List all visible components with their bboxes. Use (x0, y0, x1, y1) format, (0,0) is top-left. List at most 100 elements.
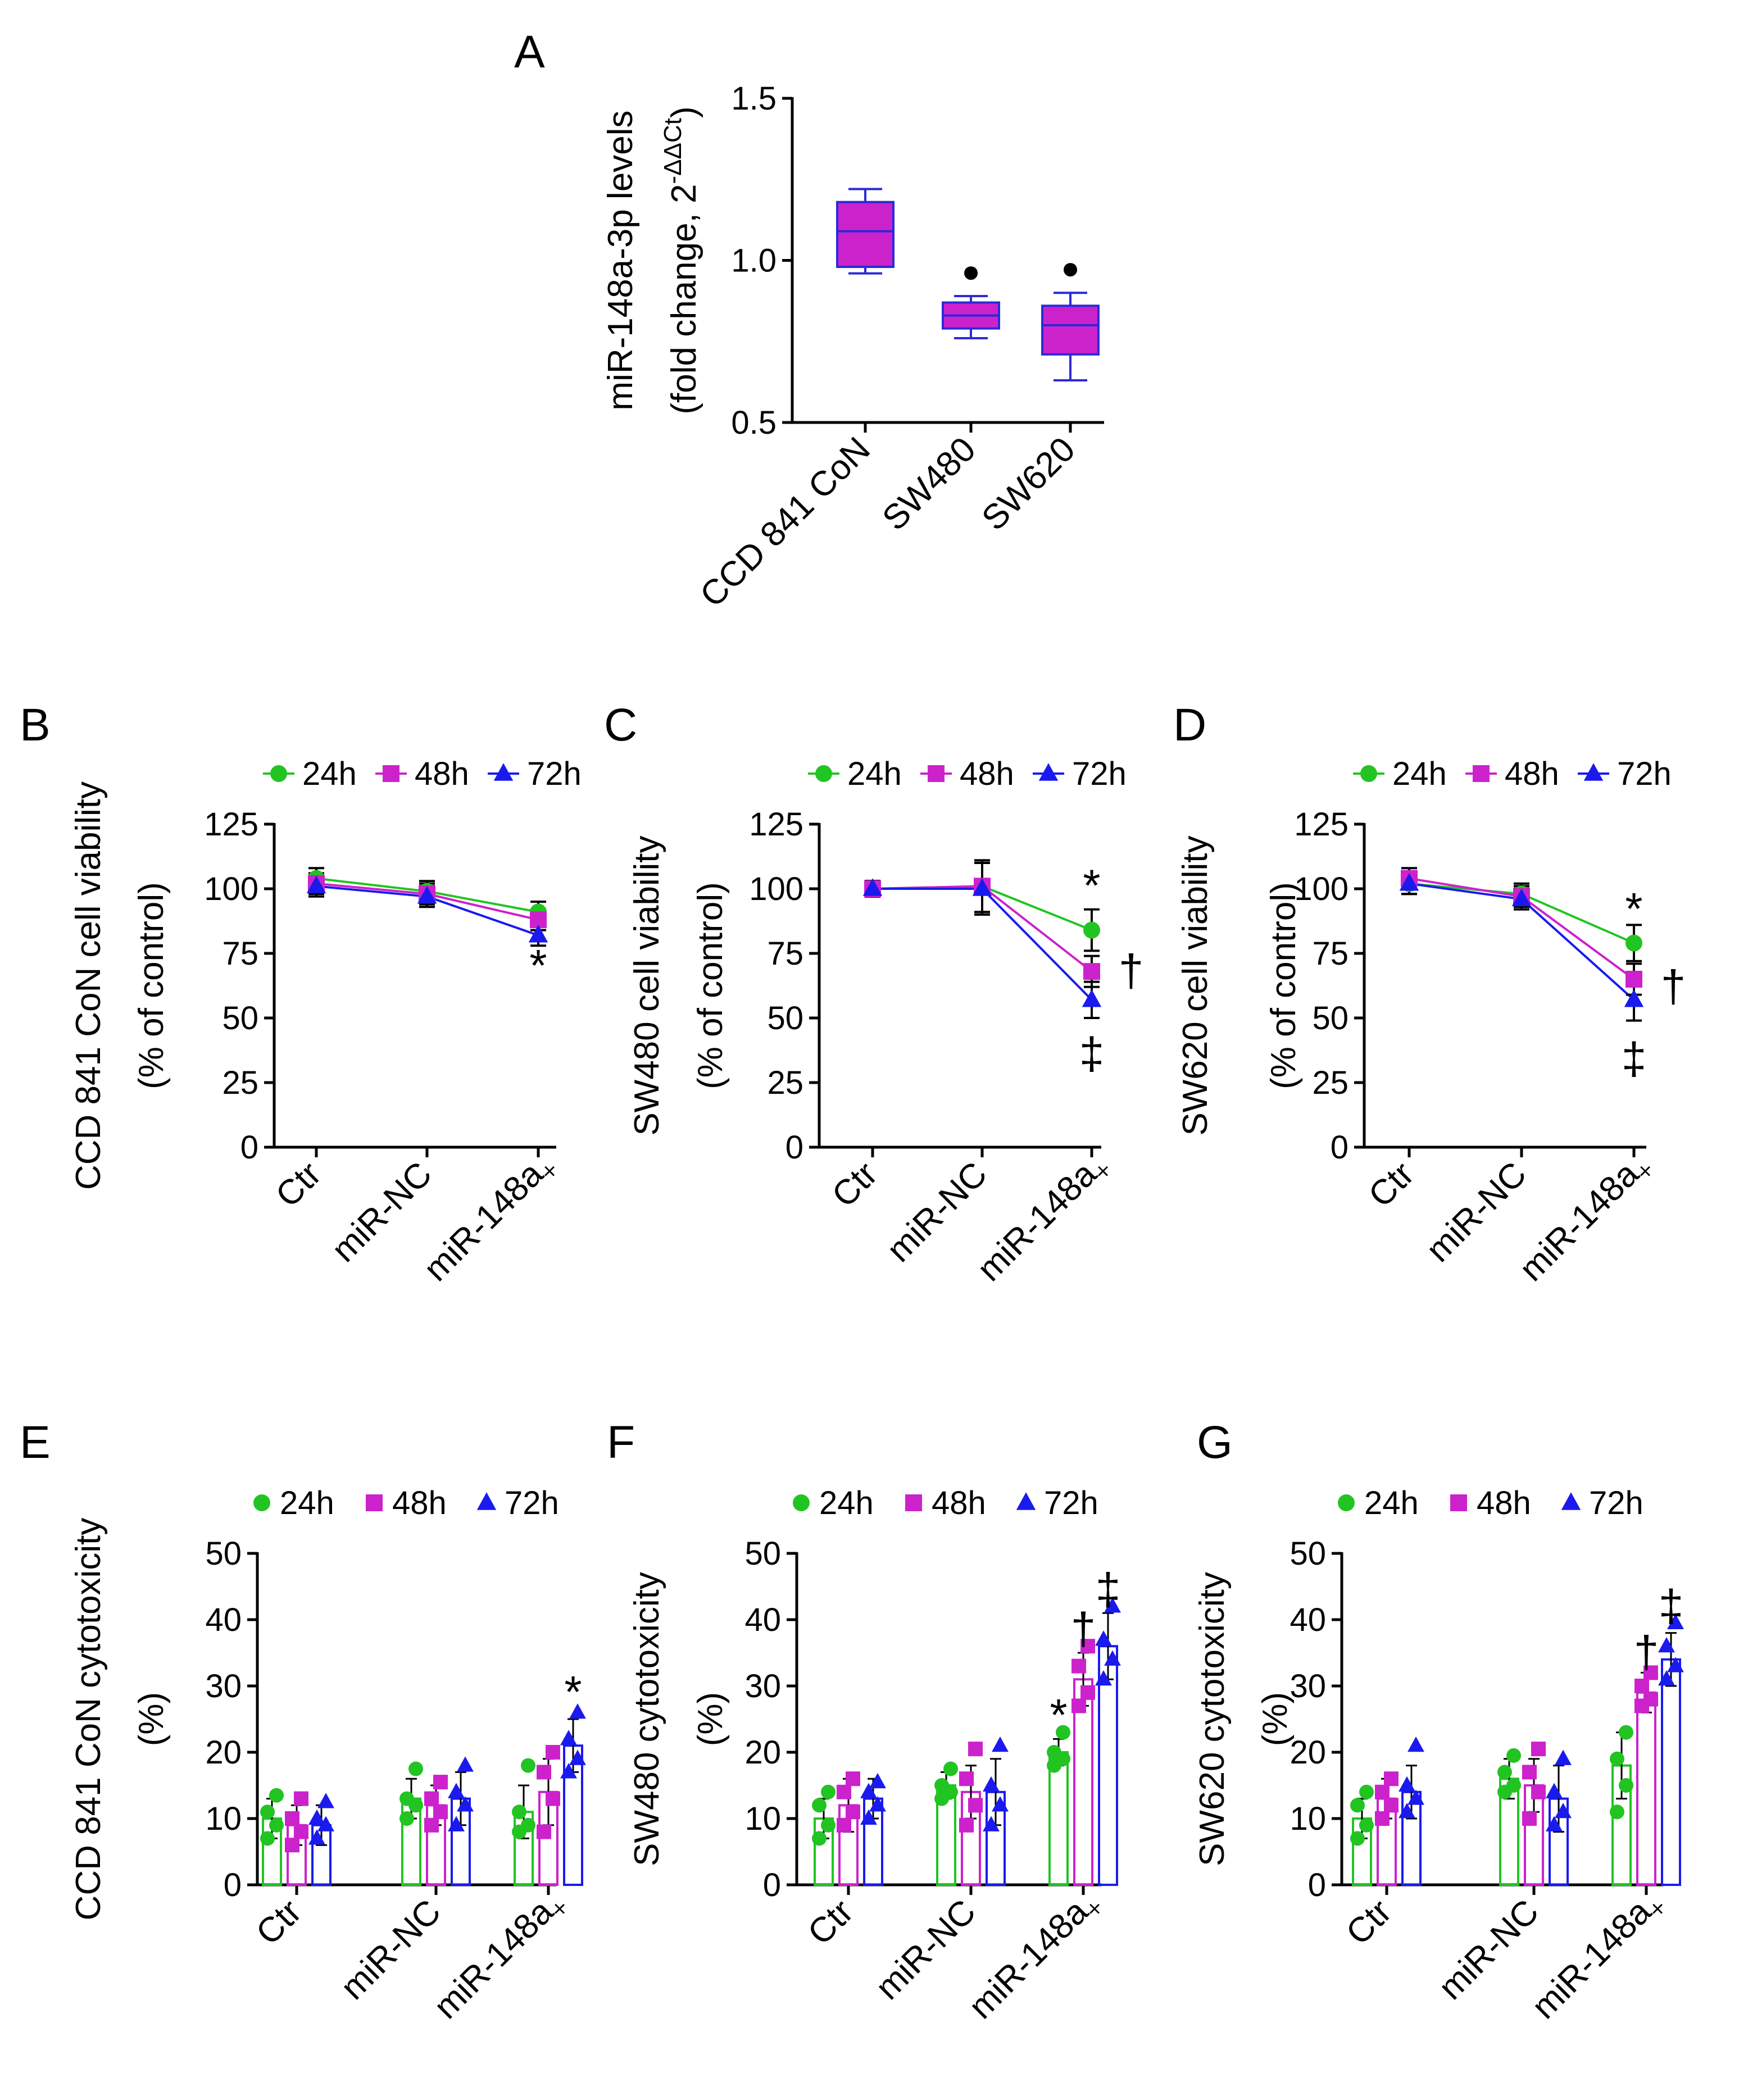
data-point-72h (1407, 1736, 1424, 1752)
data-point-48h (968, 1742, 983, 1757)
data-point-48h (1626, 971, 1642, 988)
data-point-72h (860, 1809, 877, 1825)
data-point-48h (1643, 1692, 1658, 1707)
significance-mark: ‡ (1079, 1028, 1105, 1078)
legend-marker (1473, 765, 1490, 782)
y-tick-label: 50 (1290, 1535, 1326, 1572)
data-point-72h (457, 1796, 474, 1812)
legend-marker (476, 1492, 497, 1510)
legend-marker (928, 765, 945, 782)
legend-marker (493, 763, 514, 781)
x-category-label: Ctr (249, 1892, 309, 1952)
data-point-24h (1506, 1778, 1521, 1793)
y-tick-label: 100 (1294, 871, 1348, 907)
x-category-label: miR-148a (1524, 1892, 1659, 2026)
panel-letter-B: B (20, 699, 51, 751)
data-point-72h (992, 1736, 1009, 1752)
data-point-72h (1399, 1802, 1415, 1819)
data-point-48h (1531, 1742, 1546, 1757)
data-point-72h (1095, 1670, 1112, 1686)
data-point-48h (294, 1791, 308, 1806)
y-tick-label: 10 (744, 1801, 781, 1837)
data-point-72h (860, 1783, 877, 1798)
x-category-label: miR-148a (426, 1892, 561, 2026)
significance-mark: † (1634, 1627, 1659, 1677)
legend-label: 24h (1364, 1485, 1419, 1521)
data-point-72h (560, 1730, 577, 1746)
y-axis-label-line2: (% of control) (691, 882, 730, 1089)
data-point-72h (1667, 1657, 1684, 1672)
y-tick-label: 1.5 (731, 80, 777, 117)
significance-dot: ● (1061, 250, 1080, 285)
significance-mark: * (1083, 860, 1100, 910)
y-tick-label: 75 (222, 935, 258, 972)
y-axis-label-text: (%) (691, 1692, 730, 1746)
data-point-48h (424, 1791, 439, 1806)
y-axis-label-text: (% of control) (132, 882, 171, 1089)
y-tick-label: 0.5 (731, 404, 777, 441)
data-point-24h (260, 1831, 275, 1846)
legend-label: 48h (1477, 1485, 1531, 1521)
legend-label: 72h (527, 756, 582, 792)
data-point-48h (537, 1824, 551, 1839)
data-point-24h (408, 1761, 423, 1776)
data-point-24h (812, 1798, 827, 1813)
legend-label: 48h (415, 756, 469, 792)
data-point-48h (294, 1824, 308, 1839)
data-point-72h (317, 1816, 334, 1831)
y-tick-label: 50 (205, 1535, 242, 1572)
legend-label: 72h (1589, 1485, 1643, 1521)
x-category-mark: × (1096, 1159, 1109, 1184)
data-point-24h (1610, 1751, 1624, 1766)
data-point-72h (1407, 1789, 1424, 1805)
y-axis-label-text: (%) (132, 1692, 171, 1746)
data-point-24h (1610, 1804, 1624, 1820)
data-point-48h (1643, 1665, 1658, 1680)
data-point-24h (521, 1758, 535, 1773)
panel-letter-E: E (20, 1417, 51, 1468)
data-point-48h (1071, 1698, 1086, 1713)
y-tick-label: 100 (204, 871, 258, 907)
data-point-24h (269, 1788, 284, 1803)
x-category-mark: × (1651, 1897, 1664, 1921)
y-tick-label: 0 (1308, 1867, 1326, 1903)
y-tick-label: 25 (767, 1065, 803, 1101)
data-point-24h (934, 1778, 949, 1793)
data-point-48h (1080, 1685, 1095, 1700)
x-category-label: SW480 (875, 430, 983, 538)
data-point-72h (1658, 1637, 1675, 1653)
data-point-24h (1047, 1745, 1061, 1760)
x-category-label: Ctr (825, 1154, 885, 1215)
data-point-48h (433, 1804, 448, 1820)
box-iqr (836, 201, 895, 269)
y-axis-label-line2: (%) (691, 1692, 730, 1746)
y-tick-label: 75 (1312, 935, 1348, 972)
y-axis-label-line1: CCD 841 CoN cell viability (69, 781, 108, 1190)
x-category-label: miR-148a (416, 1154, 551, 1289)
y-tick-label: 25 (1312, 1065, 1348, 1101)
x-category-label: Ctr (269, 1154, 329, 1215)
legend-label: 24h (280, 1485, 334, 1521)
x-category-mark: × (543, 1159, 556, 1184)
legend-marker (366, 1494, 383, 1511)
data-point-72h (1511, 888, 1532, 907)
data-point-72h (1555, 1749, 1572, 1765)
x-category-mark: × (1088, 1897, 1101, 1921)
y-tick-label: 125 (1294, 806, 1348, 843)
y-axis-label-line1: SW480 cytotoxicity (628, 1572, 666, 1866)
data-point-48h (537, 1765, 551, 1780)
y-axis-label-line1: SW620 cytotoxicity (1193, 1572, 1232, 1866)
legend-label: 72h (1617, 756, 1672, 792)
legend-marker (253, 1494, 270, 1511)
y-tick-label: 30 (1290, 1668, 1326, 1704)
data-point-24h (1359, 1784, 1374, 1799)
data-point-48h (968, 1798, 983, 1813)
data-point-48h (1080, 1639, 1095, 1654)
y-tick-label: 40 (205, 1602, 242, 1638)
legend-label: 24h (1392, 756, 1447, 792)
legend-label: 24h (847, 756, 902, 792)
y-axis-label-close: ) (665, 106, 703, 118)
legend-marker (793, 1494, 810, 1511)
